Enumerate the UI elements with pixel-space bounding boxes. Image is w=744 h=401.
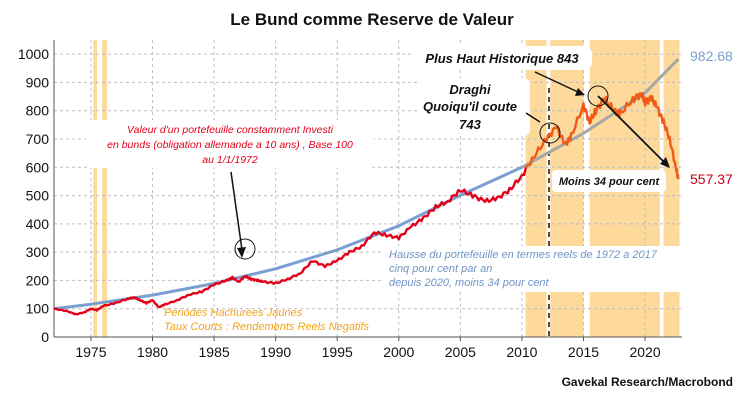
y-tick-label-900: 900 bbox=[26, 74, 50, 90]
arrow-moins bbox=[597, 95, 665, 163]
x-tick-label-1975: 1975 bbox=[75, 344, 106, 360]
source-label: Gavekal Research/Macrobond bbox=[562, 375, 733, 389]
annotation-moins: Moins 34 pour cent bbox=[559, 176, 661, 188]
annotation-hausse-line3: depuis 2020, moins 34 pour cent bbox=[389, 277, 550, 289]
circle-1987 bbox=[234, 238, 256, 260]
annotation-box-investi bbox=[86, 120, 374, 168]
annotation-box-plus-haut bbox=[412, 46, 592, 70]
shaded-period-1 bbox=[102, 40, 107, 337]
x-tick-label-1985: 1985 bbox=[199, 344, 230, 360]
y-tick-label-500: 500 bbox=[26, 188, 50, 204]
annotation-periodes-line1: Periodes Hachurees Jaunes bbox=[164, 307, 303, 319]
annotation-periodes-line2: Taux Courts : Rendements Reels Negatifs bbox=[164, 321, 370, 333]
y-tick-label-200: 200 bbox=[26, 272, 50, 288]
y-tick-label-0: 0 bbox=[41, 329, 49, 345]
arrow-draghi bbox=[525, 112, 541, 123]
arrowhead-moins bbox=[660, 157, 670, 168]
annotation-investi-line3: au 1/1/1972 bbox=[202, 154, 258, 166]
shaded-period-0 bbox=[93, 40, 98, 337]
x-tick-label-1980: 1980 bbox=[137, 344, 168, 360]
x-tick-label-1990: 1990 bbox=[260, 344, 291, 360]
x-tick-label-2005: 2005 bbox=[445, 344, 476, 360]
y-tick-label-400: 400 bbox=[26, 216, 50, 232]
annotation-draghi-line3: 743 bbox=[459, 117, 481, 132]
series-line-red bbox=[54, 167, 528, 316]
circle-peak bbox=[587, 85, 609, 107]
arrow-plus-haut bbox=[534, 71, 579, 93]
x-tick-label-2000: 2000 bbox=[383, 344, 414, 360]
end-label-blue: 982.68 bbox=[690, 48, 733, 64]
arrowhead-investi bbox=[237, 247, 246, 258]
circle-draghi bbox=[539, 122, 561, 144]
end-label-red: 557.37 bbox=[690, 171, 733, 187]
x-tick-label-2010: 2010 bbox=[506, 344, 537, 360]
y-tick-label-100: 100 bbox=[26, 301, 50, 317]
annotation-draghi-line2: Quoiqu'il coute bbox=[423, 99, 517, 114]
annotation-box-draghi bbox=[420, 78, 530, 136]
annotation-draghi-line1: Draghi bbox=[449, 82, 491, 97]
annotation-box-moins bbox=[552, 170, 666, 192]
y-axis-ticks: 0 100 200 300 400 500 600 700 800 900 1000 bbox=[18, 46, 49, 345]
x-tick-label-2020: 2020 bbox=[629, 344, 660, 360]
series-line-red-late bbox=[525, 91, 680, 180]
y-tick-label-600: 600 bbox=[26, 159, 50, 175]
annotation-box-hausse bbox=[384, 246, 684, 292]
x-tick-label-1995: 1995 bbox=[322, 344, 353, 360]
x-tick-label-2015: 2015 bbox=[568, 344, 599, 360]
y-tick-label-800: 800 bbox=[26, 103, 50, 119]
y-tick-label-1000: 1000 bbox=[18, 46, 49, 62]
annotation-plus-haut: Plus Haut Historique 843 bbox=[425, 51, 579, 66]
y-tick-label-300: 300 bbox=[26, 244, 50, 260]
annotation-hausse-line1: Hausse du portefeuille en termes reels d… bbox=[389, 249, 658, 261]
annotation-investi-line2: en bunds (obligation allemande a 10 ans)… bbox=[107, 139, 353, 151]
x-axis-ticks: 1975 1980 1985 1990 1995 2000 2005 2010 2015 2020 bbox=[75, 337, 661, 360]
annotation-investi-line1: Valeur d'un portefeuille constamment Inv… bbox=[127, 124, 334, 136]
annotation-hausse-line2: cinq pour cent par an bbox=[389, 263, 492, 275]
arrow-investi bbox=[230, 171, 243, 251]
y-tick-label-700: 700 bbox=[26, 131, 50, 147]
arrowhead-plus-haut bbox=[575, 88, 585, 96]
chart-title: Le Bund comme Reserve de Valeur bbox=[230, 10, 514, 29]
